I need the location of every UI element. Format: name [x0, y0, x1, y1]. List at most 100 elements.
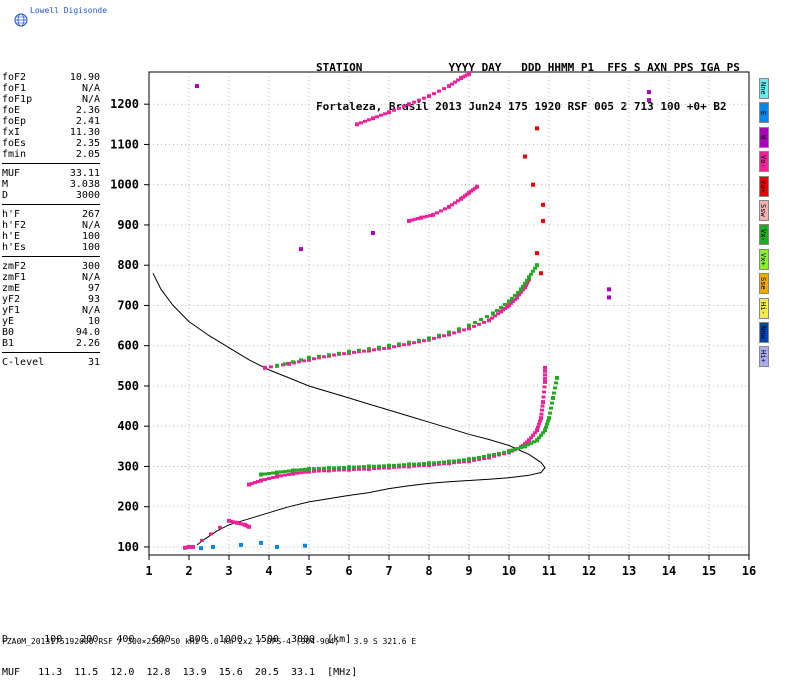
legend-item: Hi+: [759, 346, 769, 368]
x-tick-label: 11: [542, 564, 556, 578]
param-name: B0: [2, 327, 15, 338]
echo-point: [410, 218, 414, 222]
echo-point: [452, 459, 456, 463]
echo-point: [443, 207, 447, 211]
echo-point: [497, 451, 501, 455]
echo-point: [352, 465, 356, 469]
echo-point: [442, 87, 446, 91]
echo-point: [457, 458, 461, 462]
echo-point: [253, 481, 257, 485]
echo-point: [467, 457, 471, 462]
echo-point: [529, 436, 533, 440]
echo-point: [527, 438, 531, 443]
echo-point: [357, 350, 361, 354]
param-row: foF1p N/A: [2, 94, 100, 105]
echo-point: [461, 195, 465, 199]
echo-point: [279, 474, 283, 478]
echo-point: [447, 332, 451, 337]
echo-point: [322, 466, 326, 470]
param-name: foF2: [2, 72, 27, 83]
param-value: 3000: [75, 190, 100, 201]
param-value: 2.36: [75, 105, 100, 116]
echo-point: [539, 412, 544, 416]
param-value: 31: [87, 357, 100, 368]
muf-values: 11.3 11.5 12.0 12.8 13.9 15.6 20.5 33.1: [20, 667, 328, 678]
param-value: N/A: [81, 220, 100, 231]
param-value: N/A: [81, 94, 100, 105]
echo-point: [437, 335, 441, 339]
echo-point: [467, 326, 471, 331]
echo-point: [200, 538, 204, 542]
echo-point: [307, 357, 311, 362]
echo-point: [307, 466, 311, 471]
param-name: M: [2, 179, 9, 190]
echo-point: [525, 278, 529, 282]
echo-point: [363, 119, 367, 123]
station-header: STATION YYYY DAY DDD HHMM P1 FFS S AXN P…: [316, 35, 740, 126]
echo-point: [485, 315, 489, 319]
param-value: N/A: [81, 305, 100, 316]
echo-point: [287, 469, 291, 473]
param-name: foEs: [2, 138, 27, 149]
echo-point: [275, 470, 279, 475]
echo-point: [259, 478, 263, 483]
echo-point: [427, 94, 431, 99]
echo-point: [397, 344, 401, 348]
param-row: fmin 2.05: [2, 149, 100, 160]
echo-point: [511, 299, 515, 303]
echo-point: [377, 347, 381, 351]
echo-point: [531, 433, 535, 437]
echo-point: [487, 318, 491, 323]
echo-point: [503, 306, 507, 310]
echo-point: [417, 464, 421, 468]
echo-point: [447, 330, 451, 334]
echo-point: [307, 355, 311, 360]
echo-point: [539, 416, 543, 421]
echo-point: [347, 465, 351, 470]
file-info-footer: FZA0M_2013175192000.RSF / 300×256h 50 kH…: [2, 637, 417, 646]
muf-unit: [MHz]: [327, 667, 358, 678]
echo-point: [362, 467, 366, 471]
echo-point: [472, 456, 476, 460]
echo-point: [540, 404, 545, 408]
x-tick-label: 13: [622, 564, 636, 578]
echo-point: [501, 308, 505, 312]
echo-point: [407, 341, 411, 346]
echo-point: [291, 471, 295, 476]
echo-point: [322, 469, 326, 473]
echo-point: [499, 305, 503, 309]
echo-point: [392, 345, 396, 349]
echo-point: [417, 98, 421, 102]
echo-point: [332, 466, 336, 470]
distance-label: D: [2, 634, 9, 645]
param-row: foF2 10.90: [2, 72, 100, 83]
x-tick-label: 12: [582, 564, 596, 578]
x-tick-label: 9: [465, 564, 472, 578]
echo-point: [379, 113, 383, 117]
echo-point: [543, 379, 547, 384]
echo-point: [510, 296, 514, 300]
echo-point: [209, 532, 213, 536]
echo-point: [428, 214, 432, 218]
globe-icon: [14, 13, 28, 27]
param-row: yF1 N/A: [2, 305, 100, 316]
echo-point: [452, 461, 456, 465]
echo-point: [279, 470, 283, 474]
echo-point: [322, 355, 326, 359]
echo-point: [524, 283, 528, 287]
echo-point: [291, 468, 295, 473]
param-name: fxI: [2, 127, 21, 138]
echo-point: [357, 465, 361, 469]
echo-point: [275, 544, 279, 549]
echo-point: [432, 336, 436, 340]
echo-point: [417, 462, 421, 466]
echo-point: [432, 463, 436, 467]
echo-point: [303, 470, 307, 474]
echo-point: [372, 467, 376, 471]
echo-point: [543, 428, 547, 433]
echo-point: [537, 436, 541, 440]
echo-point: [357, 348, 361, 352]
param-row: yE 10: [2, 316, 100, 327]
x-tick-label: 10: [502, 564, 516, 578]
echo-point: [492, 452, 496, 456]
